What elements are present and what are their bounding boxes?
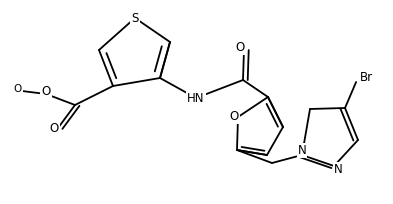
Text: O: O [50, 122, 59, 134]
Text: S: S [131, 11, 139, 24]
Text: O: O [230, 111, 239, 123]
Text: O: O [14, 84, 22, 94]
Text: O: O [41, 85, 51, 99]
Text: HN: HN [187, 92, 205, 104]
Text: N: N [298, 144, 307, 157]
Text: N: N [334, 163, 342, 176]
Text: O: O [235, 41, 245, 54]
Text: Br: Br [360, 71, 373, 84]
